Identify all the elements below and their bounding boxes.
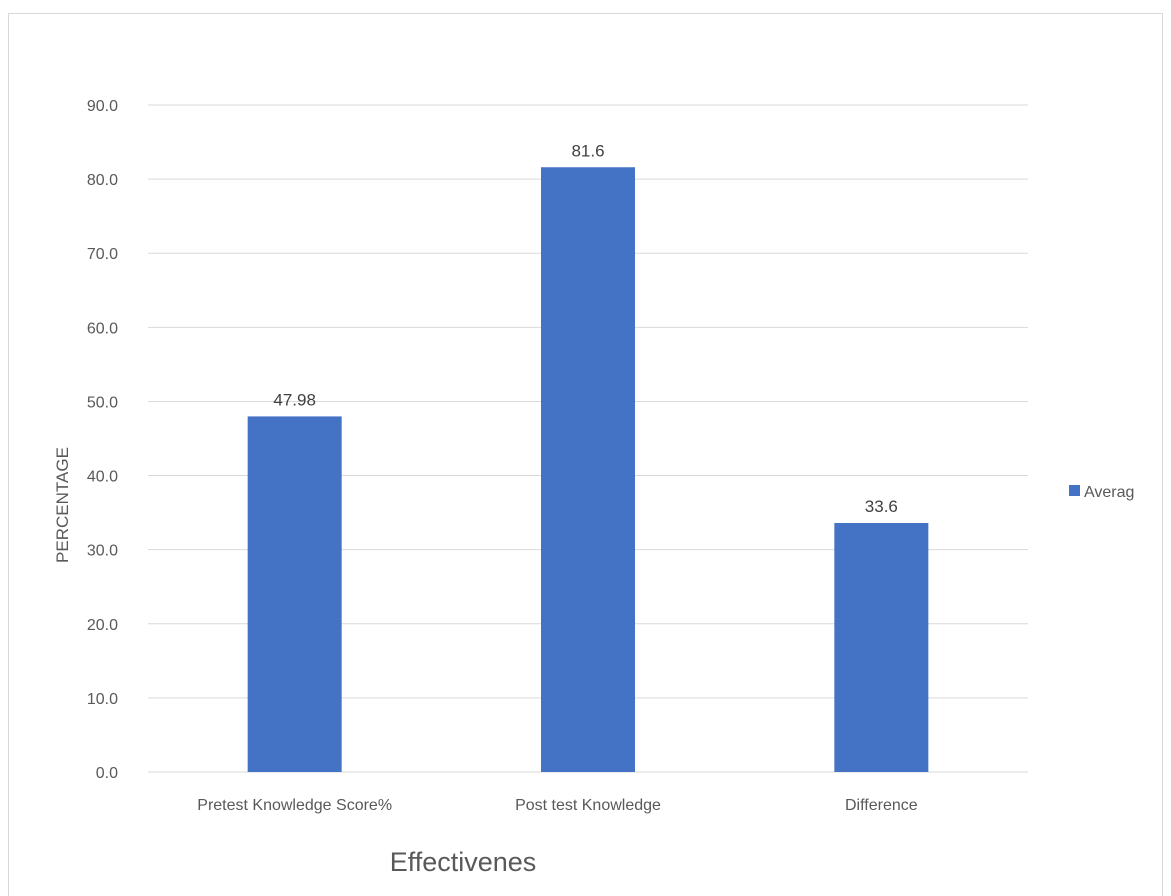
- y-tick-label: 70.0: [87, 246, 118, 263]
- data-label: 81.6: [571, 141, 604, 160]
- bars: [247, 167, 929, 773]
- y-tick-label: 20.0: [87, 617, 118, 634]
- x-axis-title: Effectivenes: [390, 847, 537, 877]
- y-axis-title: PERCENTAGE: [53, 447, 72, 563]
- legend-swatch: [1069, 485, 1080, 496]
- bar-3: [834, 522, 929, 772]
- y-tick-label: 50.0: [87, 394, 118, 411]
- y-tick-label: 90.0: [87, 98, 118, 115]
- y-tick-label: 10.0: [87, 691, 118, 708]
- bar-2: [541, 167, 635, 773]
- bar-1: [247, 416, 342, 772]
- x-tick-label: Pretest Knowledge Score%: [197, 797, 392, 814]
- y-tick-label: 30.0: [87, 543, 118, 560]
- y-axis-ticks: 0.0 10.0 20.0 30.0 40.0 50.0 60.0 70.0 80.0 90.0: [87, 98, 118, 782]
- data-labels: 47.98 81.6 33.6: [273, 141, 897, 516]
- data-label: 33.6: [865, 497, 898, 516]
- legend: Averag: [1069, 484, 1134, 501]
- y-tick-label: 0.0: [96, 765, 118, 782]
- data-label: 47.98: [273, 390, 316, 409]
- x-tick-label: Post test Knowledge: [515, 797, 661, 814]
- y-tick-label: 80.0: [87, 172, 118, 189]
- x-tick-label: Difference: [845, 797, 918, 814]
- y-tick-label: 40.0: [87, 469, 118, 486]
- x-axis-ticks: Pretest Knowledge Score% Post test Knowle…: [197, 797, 917, 814]
- chart-frame: [8, 13, 1163, 896]
- legend-label: Averag: [1084, 484, 1134, 501]
- y-tick-label: 60.0: [87, 320, 118, 337]
